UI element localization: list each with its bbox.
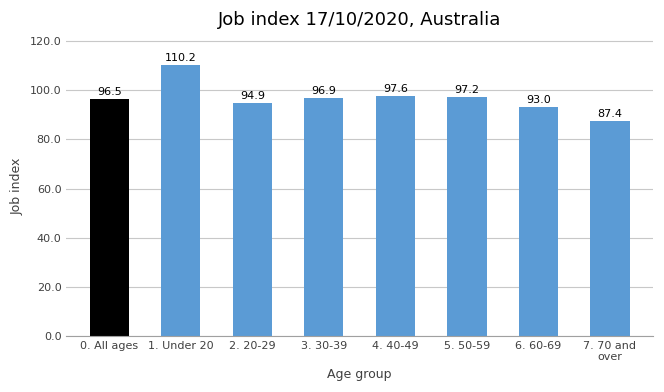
Text: 110.2: 110.2 [165, 53, 197, 63]
Text: 97.6: 97.6 [383, 84, 408, 94]
Bar [161, 65, 201, 336]
Bar [376, 96, 415, 336]
Text: 94.9: 94.9 [240, 91, 265, 101]
Bar [304, 98, 343, 336]
Text: 93.0: 93.0 [526, 96, 551, 105]
X-axis label: Age group: Age group [327, 368, 392, 381]
Text: 87.4: 87.4 [598, 109, 622, 119]
Text: 97.2: 97.2 [454, 85, 479, 95]
Bar [448, 97, 487, 336]
Text: 96.9: 96.9 [311, 86, 336, 96]
Text: 96.5: 96.5 [97, 87, 122, 97]
Bar [590, 121, 629, 336]
Bar [519, 107, 558, 336]
Bar [232, 103, 272, 336]
Y-axis label: Job index: Job index [11, 157, 24, 215]
Bar [90, 99, 129, 336]
Title: Job index 17/10/2020, Australia: Job index 17/10/2020, Australia [218, 11, 501, 29]
